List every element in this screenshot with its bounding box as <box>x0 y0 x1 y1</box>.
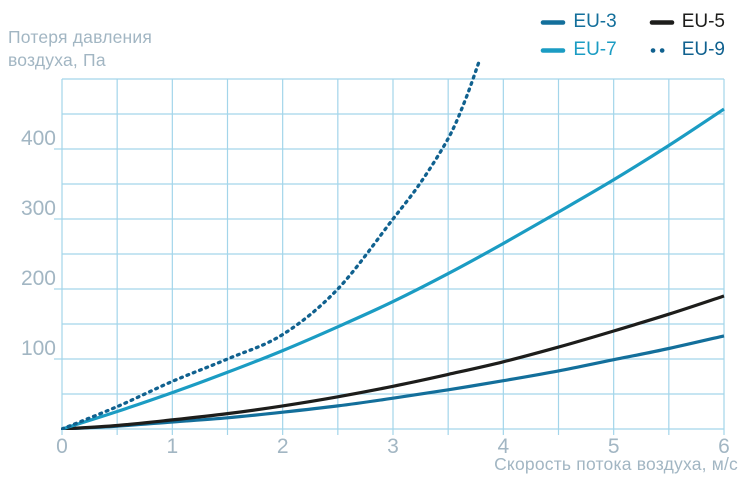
y-tick-label-400: 400 <box>20 127 56 150</box>
legend-swatch-dotted-line-icon <box>650 47 674 53</box>
series-curves <box>61 59 725 430</box>
curve-eu-7 <box>61 107 725 430</box>
x-tick-label-6: 6 <box>718 435 730 458</box>
legend-item-eu-7: EU-7 <box>540 38 617 62</box>
chart-legend: EU-3 EU-5 EU-7 EU-9 <box>540 10 725 62</box>
y-axis-title-line1: Потеря давления <box>8 27 153 47</box>
x-tick-label-2: 2 <box>276 435 289 458</box>
legend-item-eu-3: EU-3 <box>540 10 617 34</box>
legend-swatch-solid-line-icon <box>541 19 566 25</box>
y-tick-label-100: 100 <box>20 337 56 360</box>
x-tick-label-0: 0 <box>56 435 68 458</box>
x-tick-label-1: 1 <box>166 435 179 458</box>
x-tick-label-3: 3 <box>387 435 399 458</box>
curve-eu-9 <box>61 59 481 430</box>
legend-label-eu-5: EU-5 <box>681 11 725 32</box>
legend-label-eu-7: EU-7 <box>573 39 617 60</box>
y-axis-title: Потеря давления воздуха, Па <box>8 26 152 72</box>
legend-item-eu-5: EU-5 <box>649 10 725 34</box>
legend-label-eu-3: EU-3 <box>573 11 617 32</box>
x-axis-title: Скорость потока воздуха, м/с <box>494 454 738 474</box>
x-tick-label-4: 4 <box>497 435 510 458</box>
y-tick-label-200: 200 <box>20 267 56 290</box>
legend-item-eu-9: EU-9 <box>649 38 725 62</box>
y-axis-title-line2: воздуха, Па <box>8 50 106 70</box>
legend-swatch-solid-line-icon <box>541 47 566 53</box>
legend-swatch-solid-line-icon <box>649 19 675 25</box>
y-tick-label-300: 300 <box>20 197 56 220</box>
curve-eu-3 <box>61 334 725 430</box>
grid-lines <box>61 78 725 430</box>
legend-label-eu-9: EU-9 <box>681 39 725 60</box>
axis-tick-marks <box>54 148 725 435</box>
curve-eu-5 <box>61 294 725 430</box>
x-tick-label-5: 5 <box>607 435 620 458</box>
